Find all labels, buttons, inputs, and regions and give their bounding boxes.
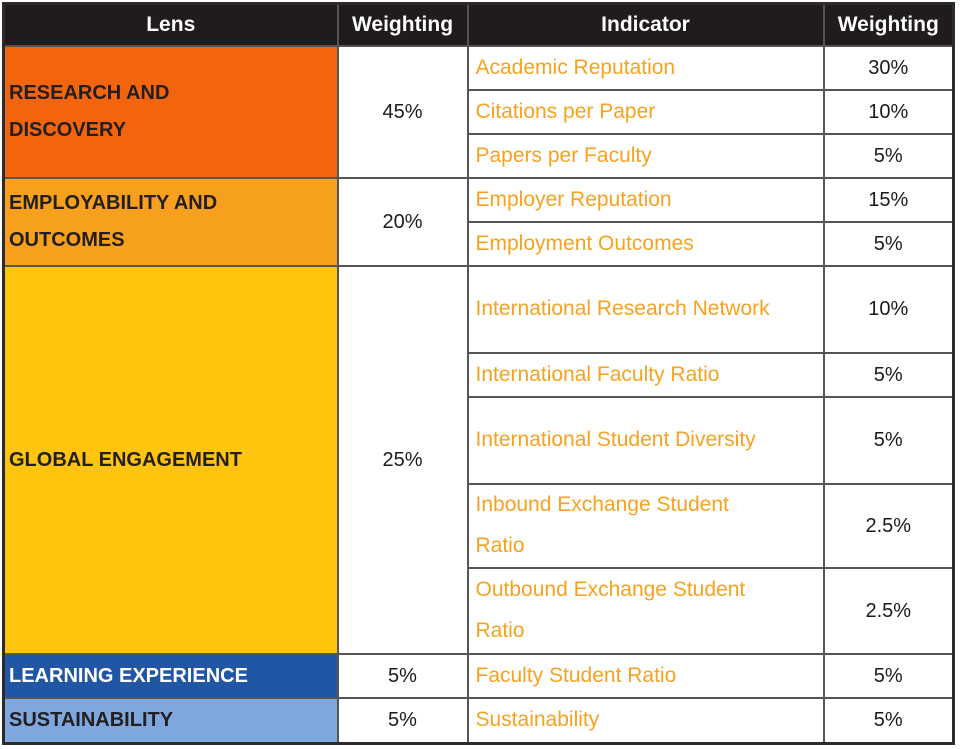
indicator-international-faculty-ratio: International Faculty Ratio	[466, 352, 825, 398]
table-row: Inbound Exchange Student Ratio 2.5%	[4, 483, 955, 569]
table-row: SUSTAINABILITY 5% Sustainability 5%	[2, 697, 955, 744]
table-row: Citations per Paper 10%	[4, 89, 955, 135]
table-row: Employment Outcomes 5%	[4, 221, 955, 267]
table-row: GLOBAL ENGAGEMENT 25% International Rese…	[2, 265, 955, 655]
indicator-outbound-exchange-student-ratio: Outbound Exchange Student Ratio	[466, 567, 825, 655]
indicator-international-student-diversity: International Student Diversity	[466, 396, 825, 485]
indicator-inbound-exchange-student-ratio: Inbound Exchange Student Ratio	[466, 483, 825, 569]
indicator-employer-reputation: Employer Reputation	[466, 177, 825, 223]
indicator-papers-per-faculty: Papers per Faculty	[466, 133, 825, 179]
indicator-weight: 5%	[822, 697, 955, 744]
indicator-weight: 5%	[822, 133, 955, 179]
lens-cell-global-engagement: GLOBAL ENGAGEMENT	[2, 265, 339, 655]
indicator-weight: 30%	[822, 45, 955, 91]
table-row: Papers per Faculty 5%	[4, 133, 955, 179]
indicator-weight: 5%	[822, 653, 955, 699]
indicator-weight: 5%	[822, 221, 955, 267]
table-row: RESEARCH AND DISCOVERY 45% Academic Repu…	[2, 45, 955, 179]
table-row: International Student Diversity 5%	[4, 396, 955, 485]
indicator-academic-reputation: Academic Reputation	[466, 45, 825, 91]
header-row: Lens Weighting Indicator Weighting	[2, 2, 955, 47]
lens-cell-learning-experience: LEARNING EXPERIENCE	[2, 653, 339, 699]
lens-cell-sustainability: SUSTAINABILITY	[2, 697, 339, 744]
header-indicator-weighting: Weighting	[822, 2, 955, 47]
lens-weight-employability: 20%	[336, 177, 469, 267]
lens-weight-sustainability: 5%	[336, 697, 469, 744]
indicator-weight: 5%	[822, 396, 955, 485]
indicator-faculty-student-ratio: Faculty Student Ratio	[466, 653, 825, 699]
table-row: International Faculty Ratio 5%	[4, 352, 955, 398]
indicator-weight: 5%	[822, 352, 955, 398]
table-row: LEARNING EXPERIENCE 5% Faculty Student R…	[2, 653, 955, 699]
lens-cell-employability-and-outcomes: EMPLOYABILITY AND OUTCOMES	[2, 177, 339, 267]
lens-cell-research-and-discovery: RESEARCH AND DISCOVERY	[2, 45, 339, 179]
indicator-weight: 10%	[822, 89, 955, 135]
indicator-weight: 15%	[822, 177, 955, 223]
indicator-employment-outcomes: Employment Outcomes	[466, 221, 825, 267]
lens-weight-research: 45%	[336, 45, 469, 179]
indicator-weight: 2.5%	[822, 567, 955, 655]
indicator-citations-per-paper: Citations per Paper	[466, 89, 825, 135]
indicator-weight: 10%	[822, 265, 955, 354]
header-lens-weighting: Weighting	[336, 2, 469, 47]
header-indicator: Indicator	[466, 2, 825, 47]
table-row: EMPLOYABILITY AND OUTCOMES 20% Employer …	[2, 177, 955, 267]
lens-weight-learning: 5%	[336, 653, 469, 699]
table-row: Outbound Exchange Student Ratio 2.5%	[4, 567, 955, 655]
indicator-sustainability: Sustainability	[466, 697, 825, 744]
lens-weight-global: 25%	[336, 265, 469, 655]
header-lens: Lens	[2, 2, 339, 47]
indicator-international-research-network: International Research Network	[466, 265, 825, 354]
indicator-weight: 2.5%	[822, 483, 955, 569]
